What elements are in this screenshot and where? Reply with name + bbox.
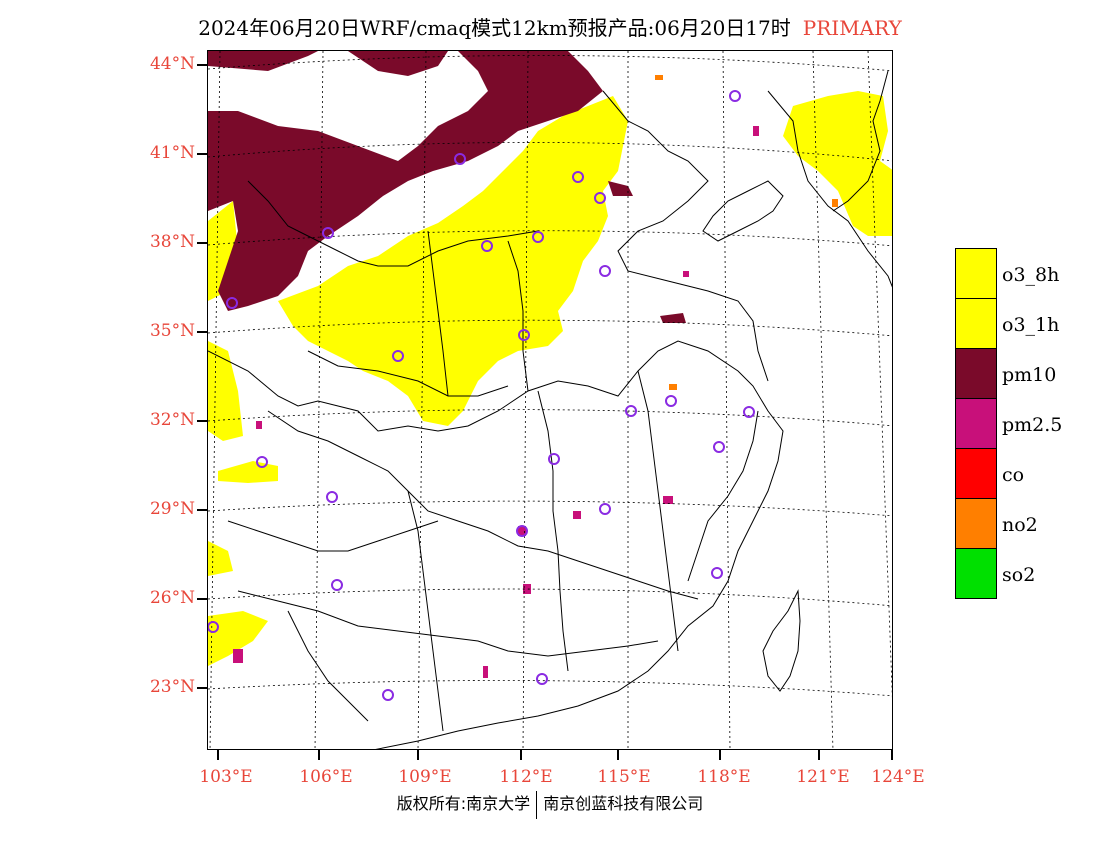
title-tag: PRIMARY xyxy=(802,16,902,40)
lat-label: 26°N xyxy=(149,588,195,608)
pollutant-legend xyxy=(955,248,997,599)
lon-label: 112°E xyxy=(499,767,553,787)
pm10-patch-hebei xyxy=(608,181,633,196)
footer-divider xyxy=(536,790,538,819)
legend-label: no2 xyxy=(1002,514,1038,536)
forecast-map xyxy=(207,50,893,750)
lat-label: 44°N xyxy=(149,54,195,74)
title-text: 2024年06月20日WRF/cmaq模式12km预报产品:06月20日17时 xyxy=(198,16,791,40)
lon-label: 106°E xyxy=(299,767,353,787)
lat-label: 38°N xyxy=(149,232,195,252)
copyright-footer: 版权所有:南京大学 南京创蓝科技有限公司 xyxy=(0,790,1100,819)
lon-tick xyxy=(818,750,820,760)
legend-swatch-pm25 xyxy=(955,399,997,449)
legend-label: co xyxy=(1002,464,1025,486)
o3-region-sw2 xyxy=(218,461,278,483)
lat-label: 23°N xyxy=(149,677,195,697)
legend-swatch-so2 xyxy=(955,549,997,599)
o3-region-sw4 xyxy=(208,611,268,666)
o3-region-sw3 xyxy=(208,541,233,576)
legend-label: so2 xyxy=(1002,564,1036,586)
lon-tick xyxy=(417,750,419,760)
lon-tick xyxy=(719,750,721,760)
legend-swatch-o3-1h xyxy=(955,299,997,349)
graticule xyxy=(208,51,892,749)
lat-tick xyxy=(197,420,207,422)
lon-label: 115°E xyxy=(597,767,651,787)
legend-label: o3_8h xyxy=(1002,264,1060,286)
o3-region-northeast xyxy=(783,91,892,236)
legend-label: pm10 xyxy=(1002,364,1057,386)
pm10-region-northwest xyxy=(208,51,603,311)
legend-swatch-co xyxy=(955,449,997,499)
pm10-patch-anhui xyxy=(660,313,686,323)
lon-label: 121°E xyxy=(796,767,850,787)
lon-tick xyxy=(520,750,522,760)
lat-label: 41°N xyxy=(149,143,195,163)
o3-region-sw1 xyxy=(208,341,243,441)
o3-region-north-china xyxy=(278,96,628,426)
boundaries xyxy=(208,70,892,749)
lat-tick xyxy=(197,242,207,244)
lon-tick xyxy=(217,750,219,760)
legend-label: pm2.5 xyxy=(1002,414,1063,436)
lon-label: 103°E xyxy=(199,767,253,787)
lat-tick xyxy=(197,509,207,511)
legend-swatch-o3-8h xyxy=(955,248,997,299)
pm25-patches xyxy=(233,126,759,678)
no2-patches xyxy=(655,75,838,390)
legend-label: o3_1h xyxy=(1002,314,1060,336)
legend-swatch-pm10 xyxy=(955,349,997,399)
lat-label: 29°N xyxy=(149,499,195,519)
lon-tick xyxy=(891,750,893,760)
lon-tick xyxy=(617,750,619,760)
lon-label: 124°E xyxy=(871,767,925,787)
lon-label: 109°E xyxy=(398,767,452,787)
lat-tick xyxy=(197,153,207,155)
lat-label: 32°N xyxy=(149,410,195,430)
map-canvas xyxy=(208,51,892,749)
lon-label: 118°E xyxy=(697,767,751,787)
legend-swatch-no2 xyxy=(955,499,997,549)
copyright-owner: 版权所有:南京大学 xyxy=(396,794,531,813)
lat-tick xyxy=(197,598,207,600)
lat-tick xyxy=(197,687,207,689)
lat-label: 35°N xyxy=(149,321,195,341)
station-markers xyxy=(208,90,755,701)
lat-tick xyxy=(197,331,207,333)
map-title: 2024年06月20日WRF/cmaq模式12km预报产品:06月20日17时 P… xyxy=(0,12,1100,41)
lon-tick xyxy=(318,750,320,760)
lat-tick xyxy=(197,64,207,66)
copyright-company: 南京创蓝科技有限公司 xyxy=(543,794,704,813)
